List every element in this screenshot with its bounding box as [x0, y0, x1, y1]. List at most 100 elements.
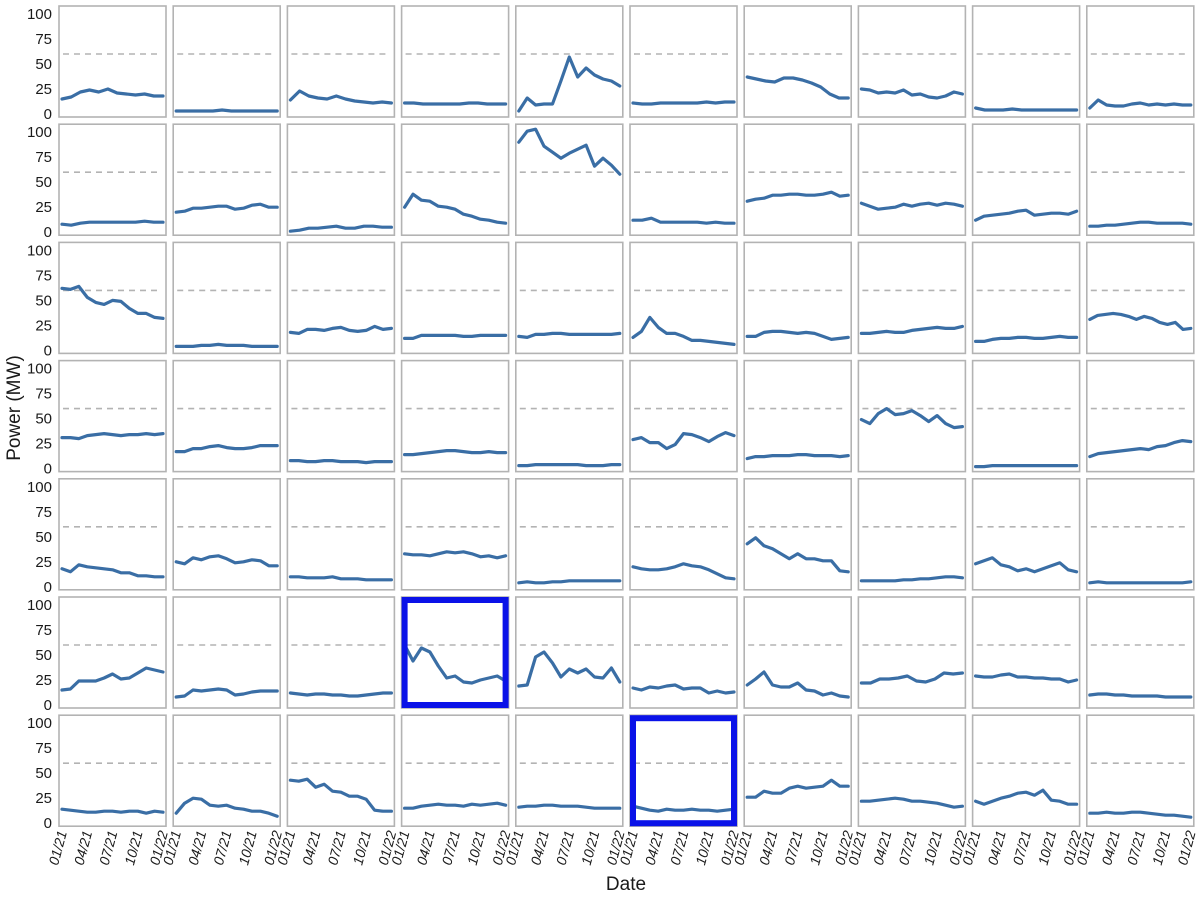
panel-4-2	[172, 359, 281, 473]
panel-frame	[743, 5, 853, 118]
x-tick-label: 07/21	[438, 829, 463, 867]
panel-4-1	[58, 359, 167, 473]
x-tick-label: 10/21	[578, 829, 603, 867]
panel-frame	[514, 359, 624, 473]
panel-frame	[743, 241, 853, 355]
panel-2-8	[857, 123, 967, 236]
panel-frame	[971, 5, 1081, 118]
y-tick-label: 75	[35, 504, 52, 521]
panel-5-10	[1086, 477, 1195, 591]
series-line	[631, 100, 736, 106]
series-line	[973, 334, 1079, 343]
series-line	[973, 788, 1079, 806]
series-line	[517, 803, 622, 810]
panel-frame	[971, 477, 1081, 591]
panel-2-10	[1086, 123, 1195, 236]
panel-4-9	[971, 359, 1081, 473]
x-tick-label: 04/21	[1098, 829, 1123, 867]
panel-4-8	[857, 359, 967, 473]
series-line	[517, 463, 622, 468]
x-tick-label: 10/21	[235, 829, 260, 867]
panel-frame	[400, 714, 510, 828]
x-tick-label: 10/21	[121, 829, 146, 867]
panel-1-9	[971, 5, 1081, 118]
panel-2-1	[58, 123, 167, 236]
series-line	[859, 201, 965, 211]
y-tick-label: 100	[27, 597, 52, 614]
y-tick-label: 25	[35, 81, 52, 98]
panel-frame	[743, 714, 853, 828]
y-tick-label: 0	[44, 106, 52, 123]
panel-3-4	[400, 241, 510, 355]
y-tick-label: 0	[44, 461, 52, 478]
panel-frame	[743, 359, 853, 473]
x-tick-label: 07/21	[324, 829, 349, 867]
series-line	[859, 87, 965, 100]
series-line	[745, 536, 850, 574]
series-line	[403, 192, 508, 225]
panel-5-2	[172, 477, 281, 591]
y-tick-label: 50	[35, 529, 52, 546]
panel-frame	[286, 5, 396, 118]
y-tick-label: 75	[35, 31, 52, 48]
y-tick-label: 75	[35, 622, 52, 639]
panel-4-4	[400, 359, 510, 473]
panel-3-2	[172, 241, 281, 355]
panel-7-1	[58, 714, 167, 828]
panel-frame	[286, 359, 396, 473]
series-line	[288, 691, 393, 698]
panel-3-3	[286, 241, 396, 355]
y-tick-label: 100	[27, 479, 52, 496]
highlight-frame	[401, 597, 509, 708]
panel-4-7	[743, 359, 853, 473]
series-line	[631, 562, 736, 581]
panel-frame	[514, 123, 624, 236]
x-tick-label: 04/21	[413, 829, 438, 867]
panel-frame	[857, 714, 967, 828]
series-line	[1088, 220, 1193, 228]
y-tick-label: 100	[27, 715, 52, 732]
panel-frame	[286, 241, 396, 355]
panel-4-6	[629, 359, 738, 473]
series-line	[973, 208, 1079, 222]
x-tick-label: 07/21	[895, 829, 920, 867]
panel-1-7	[743, 5, 853, 118]
panel-1-1	[58, 5, 167, 118]
panel-5-4	[400, 477, 510, 591]
panel-frame	[58, 241, 167, 355]
x-tick-label: 07/21	[667, 829, 692, 867]
series-line	[631, 216, 736, 225]
x-tick-label: 07/21	[553, 829, 578, 867]
x-tick-label: 10/21	[692, 829, 717, 867]
series-line	[288, 224, 393, 233]
series-line	[1088, 439, 1193, 459]
panel-5-1	[58, 477, 167, 591]
x-tick-label: 07/21	[210, 829, 235, 867]
panel-6-2	[172, 596, 281, 709]
panel-frame	[58, 596, 167, 709]
series-line	[60, 219, 165, 227]
series-line	[403, 333, 508, 340]
series-line	[745, 190, 850, 203]
panel-2-5	[514, 123, 624, 236]
panel-4-5	[514, 359, 624, 473]
series-line	[288, 89, 393, 105]
y-tick-label: 100	[27, 242, 52, 259]
panel-5-3	[286, 477, 396, 591]
y-tick-label: 75	[35, 267, 52, 284]
panel-frame	[1086, 5, 1195, 118]
series-line	[60, 432, 165, 441]
series-line	[174, 342, 279, 348]
panel-2-9	[971, 123, 1081, 236]
panel-3-7	[743, 241, 853, 355]
panel-frame	[1086, 477, 1195, 591]
panel-frame	[172, 241, 281, 355]
x-tick-label: 10/21	[1035, 829, 1060, 867]
series-line	[174, 108, 279, 113]
x-tick-label: 07/21	[1009, 829, 1034, 867]
series-line	[60, 666, 165, 692]
panel-7-6	[629, 714, 738, 828]
panel-frame	[286, 714, 396, 828]
